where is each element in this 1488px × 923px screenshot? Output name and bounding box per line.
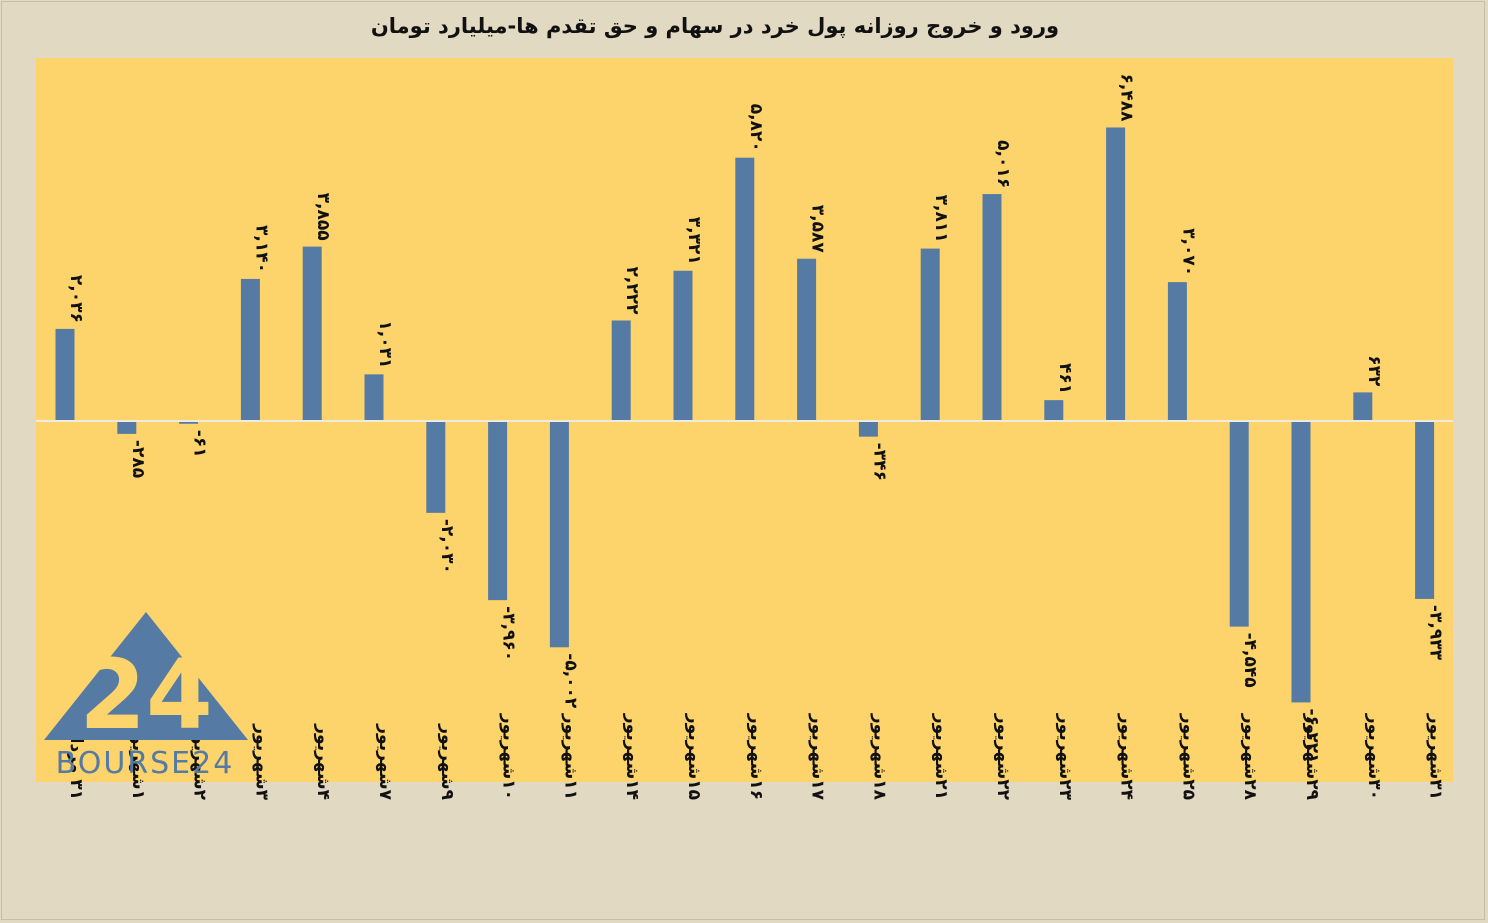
bar: [426, 421, 446, 513]
category-label: ۱۵شهریور: [684, 713, 704, 800]
value-label: ۳,۳۲۱: [684, 217, 704, 265]
value-label: ۳,۸۵۵: [313, 193, 333, 241]
category-label: ۲شهریور: [190, 723, 210, 800]
value-label: -۵,۰۰۲: [560, 653, 580, 709]
bar: [797, 258, 817, 421]
value-label: -۶,۲۲۱: [1302, 708, 1322, 763]
value-label: ۴۶۱: [1055, 363, 1075, 394]
bar: [1167, 282, 1187, 421]
bar: [179, 421, 199, 424]
bar: [240, 278, 260, 421]
category-label: ۳۱شهریور: [1426, 713, 1446, 800]
value-label: ۳,۱۴۰: [251, 225, 271, 273]
bar: [302, 246, 322, 421]
value-label: -۳,۹۶۰: [499, 606, 519, 661]
bar: [673, 270, 693, 421]
value-label: -۲,۰۳۰: [437, 519, 457, 574]
category-label: ۲۲شهریور: [993, 713, 1013, 801]
value-labels-group: ۲,۰۳۶ -۲۸۵ -۶۱ ۳,۱۴۰ ۳,۸۵۵ ۱,۰۳۱ -۲,۰۳۰ -۳,۹۶۰ -…: [66, 74, 1446, 764]
value-label: -۳,۹۳۳: [1426, 605, 1446, 661]
category-label: ۳شهریور: [251, 723, 271, 800]
value-label: ۳,۸۱۱: [931, 195, 951, 243]
bar: [1353, 392, 1373, 421]
category-label: ۱شهریور: [128, 723, 148, 800]
bar: [1229, 421, 1249, 627]
category-label: ۲۱شهریور: [931, 713, 951, 800]
category-label: ۱۱شهریور: [560, 713, 580, 800]
logo-triangle: [44, 612, 248, 740]
bar: [735, 157, 755, 422]
value-label: ۳,۰۷۰: [1178, 228, 1198, 276]
bar: [982, 194, 1002, 421]
value-label: ۲,۰۳۶: [66, 275, 86, 323]
bar: [858, 421, 878, 437]
category-label: ۹شهریور: [437, 723, 457, 800]
value-label: ۲,۲۲۲: [622, 267, 642, 316]
bar: [1106, 127, 1126, 421]
bar: [488, 421, 508, 601]
value-label: ۵,۰۱۶: [993, 140, 1013, 188]
value-label: -۲۸۵: [128, 440, 148, 478]
category-label: ۲۴شهریور: [1117, 713, 1137, 800]
value-label: ۶,۴۸۸: [1117, 74, 1137, 123]
category-label: ۲۸شهریور: [1240, 713, 1260, 801]
category-label: ۷شهریور: [375, 723, 395, 800]
value-label: -۴,۵۴۵: [1240, 633, 1260, 688]
category-label: ۲۵شهریور: [1178, 713, 1198, 800]
category-labels-group: ۳۱ مرداد ۱شهریور ۲شهریور ۳شهریور ۴شهریور ۷شهر…: [66, 713, 1446, 801]
value-label: -۶۱: [190, 430, 210, 458]
bar: [1415, 421, 1435, 599]
bar: [549, 421, 569, 648]
bar: [364, 374, 384, 421]
value-label: ۱,۰۳۱: [375, 320, 395, 368]
category-label: ۱۸شهریور: [869, 713, 889, 801]
value-label: ۶۳۲: [1364, 355, 1384, 387]
category-label: ۳۰شهریور: [1364, 713, 1384, 800]
category-label: ۱۴شهریور: [622, 713, 642, 800]
bar: [1044, 400, 1064, 421]
category-label: ۱۷شهریور: [808, 713, 828, 801]
category-label: ۲۳شهریور: [1055, 713, 1075, 801]
category-label: ۳۱ مرداد: [66, 729, 86, 800]
bar: [611, 320, 631, 421]
logo-mark: 24: [79, 639, 213, 751]
chart-title: ورود و خروج روزانه پول خرد در سهام و حق …: [370, 14, 1060, 38]
category-label: ۱۰شهریور: [499, 713, 519, 800]
value-label: -۳۴۶: [869, 443, 889, 481]
value-label: ۳,۵۸۷: [808, 205, 828, 254]
category-label: ۴شهریور: [313, 723, 333, 800]
bar: [117, 421, 137, 434]
bar: [1291, 421, 1311, 703]
bar: [920, 248, 940, 421]
logo-text: BOURSE24: [56, 746, 235, 781]
category-label: ۲۹شهریور: [1302, 713, 1322, 801]
bars-group: [55, 127, 1435, 703]
bar: [55, 328, 75, 421]
value-label: ۵,۸۲۰: [746, 104, 766, 152]
category-label: ۱۶شهریور: [746, 713, 766, 800]
logo: 24 BOURSE24: [44, 612, 248, 781]
